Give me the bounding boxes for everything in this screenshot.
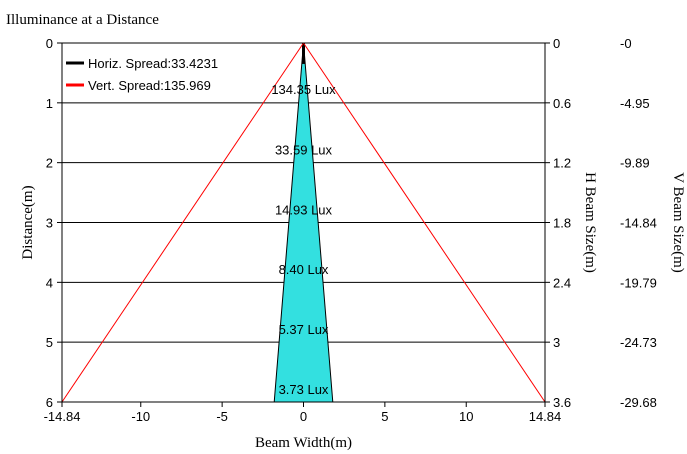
x-axis-label: Beam Width(m) bbox=[255, 435, 352, 451]
v-beam-tick-label: -14.84 bbox=[620, 216, 657, 231]
h-beam-tick-label: 1.2 bbox=[553, 156, 571, 171]
axes: 0 0 -0 1 0.6 -4.95 2 1.2 -9.89 3 1.8 -14.84 4 2.4 -19.… bbox=[44, 36, 657, 424]
y-tick-label: 2 bbox=[46, 156, 53, 171]
lux-label: 134.35 Lux bbox=[271, 82, 336, 97]
y-tick-label: 0 bbox=[46, 36, 53, 51]
vertical-spread-line-left bbox=[61, 42, 304, 403]
lux-label: 3.73 Lux bbox=[279, 382, 329, 397]
x-tick-label: -14.84 bbox=[44, 409, 81, 424]
v-beam-axis-label: V Beam Size(m) bbox=[670, 172, 686, 273]
chart-title: Illuminance at a Distance bbox=[6, 12, 159, 28]
v-beam-tick-label: -24.73 bbox=[620, 335, 657, 350]
x-tick-label: 0 bbox=[300, 409, 307, 424]
h-beam-tick-label: 2.4 bbox=[553, 275, 571, 290]
h-beam-tick-label: 0 bbox=[553, 36, 560, 51]
legend: Horiz. Spread:33.4231 Vert. Spread:135.96… bbox=[66, 56, 218, 93]
y-tick-label: 1 bbox=[46, 96, 53, 111]
x-tick-label: -10 bbox=[131, 409, 150, 424]
vertical-spread-lines bbox=[61, 42, 546, 403]
y-axis-label: Distance(m) bbox=[20, 185, 36, 259]
v-beam-tick-label: -0 bbox=[620, 36, 632, 51]
lux-label: 5.37 Lux bbox=[279, 322, 329, 337]
lux-label: 8.40 Lux bbox=[279, 262, 329, 277]
x-tick-label: 14.84 bbox=[529, 409, 562, 424]
legend-label: Horiz. Spread:33.4231 bbox=[88, 56, 218, 71]
illuminance-labels: 134.35 Lux 33.59 Lux 14.93 Lux 8.40 Lux 5.37… bbox=[271, 82, 336, 397]
x-tick-label: 10 bbox=[459, 409, 473, 424]
v-beam-tick-label: -19.79 bbox=[620, 275, 657, 290]
y-tick-label: 5 bbox=[46, 335, 53, 350]
y-tick-label: 4 bbox=[46, 275, 53, 290]
y-tick-label: 6 bbox=[46, 395, 53, 410]
vertical-spread-line-right bbox=[303, 42, 546, 403]
y-tick-label: 3 bbox=[46, 216, 53, 231]
x-tick-label: -5 bbox=[216, 409, 228, 424]
h-beam-axis-label: H Beam Size(m) bbox=[582, 172, 598, 273]
v-beam-tick-label: -29.68 bbox=[620, 395, 657, 410]
v-beam-tick-label: -9.89 bbox=[620, 156, 650, 171]
lux-label: 33.59 Lux bbox=[275, 143, 333, 158]
h-beam-tick-label: 3 bbox=[553, 335, 560, 350]
h-beam-tick-label: 3.6 bbox=[553, 395, 571, 410]
x-tick-label: 5 bbox=[381, 409, 388, 424]
lux-label: 14.93 Lux bbox=[275, 202, 333, 217]
v-beam-tick-label: -4.95 bbox=[620, 96, 650, 111]
legend-label: Vert. Spread:135.969 bbox=[88, 78, 211, 93]
h-beam-tick-label: 0.6 bbox=[553, 96, 571, 111]
h-beam-tick-label: 1.8 bbox=[553, 216, 571, 231]
